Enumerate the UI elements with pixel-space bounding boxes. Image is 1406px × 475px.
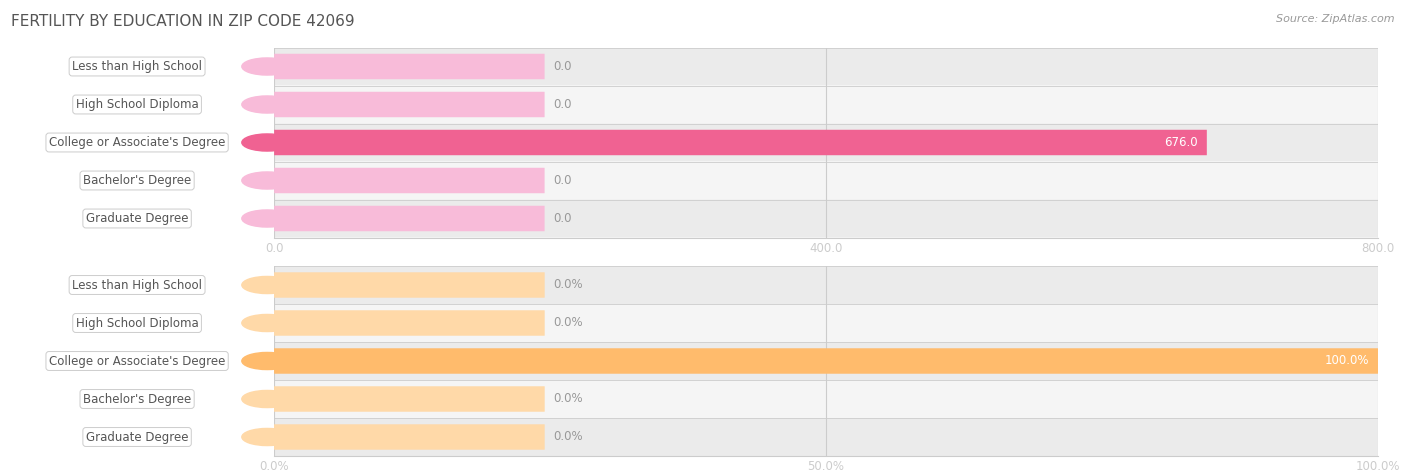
Text: Source: ZipAtlas.com: Source: ZipAtlas.com — [1277, 14, 1395, 24]
FancyBboxPatch shape — [273, 266, 1379, 304]
FancyBboxPatch shape — [273, 380, 1379, 418]
FancyBboxPatch shape — [274, 130, 1206, 155]
Text: Less than High School: Less than High School — [72, 60, 202, 73]
FancyBboxPatch shape — [274, 92, 544, 117]
Text: 0.0%: 0.0% — [554, 392, 583, 406]
Text: 0.0%: 0.0% — [554, 278, 583, 292]
FancyBboxPatch shape — [273, 418, 1379, 456]
FancyBboxPatch shape — [273, 86, 1379, 124]
Text: Graduate Degree: Graduate Degree — [86, 430, 188, 444]
Text: 0.0%: 0.0% — [554, 430, 583, 444]
FancyBboxPatch shape — [273, 304, 1379, 342]
FancyBboxPatch shape — [274, 348, 1378, 374]
FancyBboxPatch shape — [273, 162, 1379, 199]
Text: Graduate Degree: Graduate Degree — [86, 212, 188, 225]
FancyBboxPatch shape — [273, 124, 1379, 162]
Text: High School Diploma: High School Diploma — [76, 98, 198, 111]
FancyBboxPatch shape — [273, 200, 1379, 238]
FancyBboxPatch shape — [274, 424, 544, 450]
FancyBboxPatch shape — [273, 342, 1379, 380]
Text: 0.0: 0.0 — [554, 174, 572, 187]
FancyBboxPatch shape — [274, 54, 544, 79]
Text: College or Associate's Degree: College or Associate's Degree — [49, 136, 225, 149]
FancyBboxPatch shape — [274, 272, 544, 298]
FancyBboxPatch shape — [274, 310, 544, 336]
Text: 0.0: 0.0 — [554, 98, 572, 111]
Text: 100.0%: 100.0% — [1324, 354, 1369, 368]
Text: 676.0: 676.0 — [1164, 136, 1198, 149]
Text: FERTILITY BY EDUCATION IN ZIP CODE 42069: FERTILITY BY EDUCATION IN ZIP CODE 42069 — [11, 14, 354, 29]
Text: 0.0: 0.0 — [554, 212, 572, 225]
Text: College or Associate's Degree: College or Associate's Degree — [49, 354, 225, 368]
Text: Bachelor's Degree: Bachelor's Degree — [83, 174, 191, 187]
Text: Less than High School: Less than High School — [72, 278, 202, 292]
Text: Bachelor's Degree: Bachelor's Degree — [83, 392, 191, 406]
Text: High School Diploma: High School Diploma — [76, 316, 198, 330]
Text: 0.0%: 0.0% — [554, 316, 583, 330]
Text: 0.0: 0.0 — [554, 60, 572, 73]
FancyBboxPatch shape — [274, 168, 544, 193]
FancyBboxPatch shape — [274, 206, 544, 231]
FancyBboxPatch shape — [274, 386, 544, 412]
FancyBboxPatch shape — [273, 48, 1379, 86]
